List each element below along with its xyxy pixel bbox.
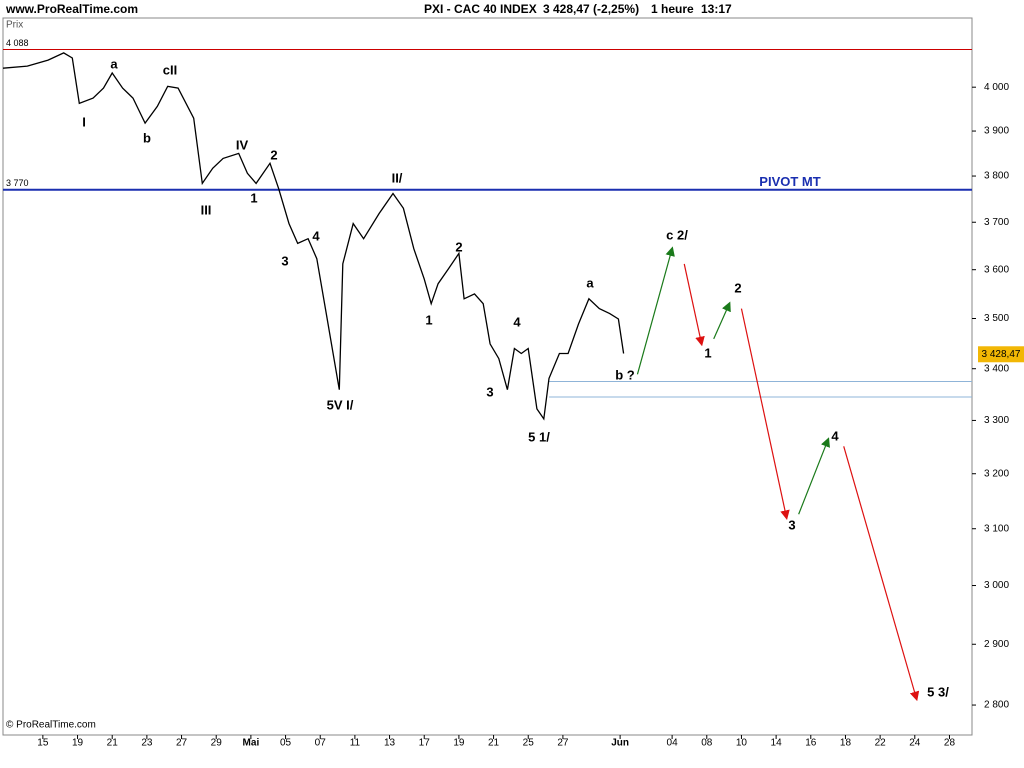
x-tick-label: 19 — [453, 738, 465, 749]
instrument: PXI - CAC 40 INDEX — [424, 2, 537, 16]
x-tick-label: 27 — [176, 738, 188, 749]
y-tick-label: 3 500 — [984, 313, 1009, 324]
projection-arrow — [798, 437, 830, 515]
y-label: Prix — [6, 20, 23, 31]
wave-label: 5V I/ — [327, 397, 354, 412]
y-tick-label: 3 600 — [984, 264, 1009, 275]
x-tick-label: Mai — [243, 738, 260, 749]
wave-label: b ? — [615, 367, 635, 382]
wave-label: a — [586, 275, 594, 290]
x-tick-label: 11 — [350, 738, 361, 749]
x-tick-label: 27 — [557, 738, 569, 749]
projection-arrow — [713, 301, 731, 340]
y-tick-label: 3 200 — [984, 468, 1009, 479]
level-label: 3 770 — [6, 178, 29, 188]
y-tick-label: 3 100 — [984, 523, 1009, 534]
projection-arrow — [843, 446, 920, 702]
wave-label: 1 — [704, 345, 711, 360]
wave-label: II/ — [392, 170, 403, 185]
wave-label: 2 — [270, 147, 277, 162]
wave-label: 4 — [831, 428, 839, 443]
level-label: 4 088 — [6, 38, 29, 48]
wave-label: 4 — [513, 314, 521, 329]
wave-label: III — [201, 202, 212, 217]
wave-label: 3 — [486, 384, 493, 399]
x-tick-label: 04 — [667, 738, 679, 749]
wave-label: a — [110, 56, 118, 71]
y-tick-label: 2 800 — [984, 700, 1009, 711]
x-tick-label: 16 — [805, 738, 817, 749]
x-tick-label: Jun — [611, 738, 629, 749]
wave-label: IV — [236, 137, 249, 152]
wave-label: 2 — [734, 280, 741, 295]
x-tick-label: 14 — [771, 738, 783, 749]
y-tick-label: 3 700 — [984, 217, 1009, 228]
y-tick-label: 3 000 — [984, 580, 1009, 591]
x-tick-label: 19 — [72, 738, 84, 749]
y-tick-label: 3 400 — [984, 363, 1009, 374]
y-tick-label: 3 800 — [984, 171, 1009, 182]
x-tick-label: 17 — [419, 738, 431, 749]
wave-label: 4 — [312, 228, 320, 243]
projection-arrow — [740, 308, 790, 520]
x-tick-label: 07 — [315, 738, 327, 749]
time: 13:17 — [701, 2, 732, 16]
wave-label: I — [82, 114, 86, 129]
wave-label: cII — [163, 62, 177, 77]
quote: 3 428,47 (-2,25%) — [543, 2, 639, 16]
projection-arrow — [683, 263, 705, 347]
projection-arrow — [636, 246, 675, 375]
x-tick-label: 29 — [211, 738, 223, 749]
x-tick-label: 21 — [107, 738, 119, 749]
x-tick-label: 21 — [488, 738, 500, 749]
footer: © ProRealTime.com — [6, 720, 96, 731]
y-tick-label: 4 000 — [984, 82, 1009, 93]
x-tick-label: 28 — [944, 738, 956, 749]
x-tick-label: 18 — [840, 738, 852, 749]
wave-label: 1 — [425, 312, 432, 327]
wave-label: 2 — [455, 239, 462, 254]
period: 1 heure — [651, 2, 694, 16]
x-tick-label: 25 — [523, 738, 535, 749]
y-tick-label: 3 300 — [984, 415, 1009, 426]
x-tick-label: 10 — [736, 738, 748, 749]
wave-label: 5 3/ — [927, 684, 949, 699]
x-tick-label: 15 — [37, 738, 49, 749]
plot-frame — [2, 17, 973, 736]
site: www.ProRealTime.com — [5, 2, 138, 16]
x-tick-label: 23 — [141, 738, 153, 749]
wave-label: 1 — [250, 190, 257, 205]
y-tick-label: 2 900 — [984, 639, 1009, 650]
wave-label: 5 1/ — [528, 429, 550, 444]
wave-label: 3 — [788, 517, 795, 532]
x-tick-label: 24 — [909, 738, 921, 749]
x-tick-label: 05 — [280, 738, 292, 749]
x-tick-label: 13 — [384, 738, 396, 749]
last-price-label: 3 428,47 — [982, 349, 1021, 360]
last-price-box — [978, 346, 1024, 363]
x-tick-label: 08 — [701, 738, 713, 749]
y-tick-label: 3 900 — [984, 126, 1009, 137]
level-name: PIVOT MT — [759, 174, 820, 189]
wave-label: b — [143, 130, 151, 145]
wave-label: c 2/ — [666, 227, 688, 242]
x-tick-label: 22 — [875, 738, 887, 749]
price-line — [2, 52, 625, 421]
wave-label: 3 — [281, 253, 288, 268]
